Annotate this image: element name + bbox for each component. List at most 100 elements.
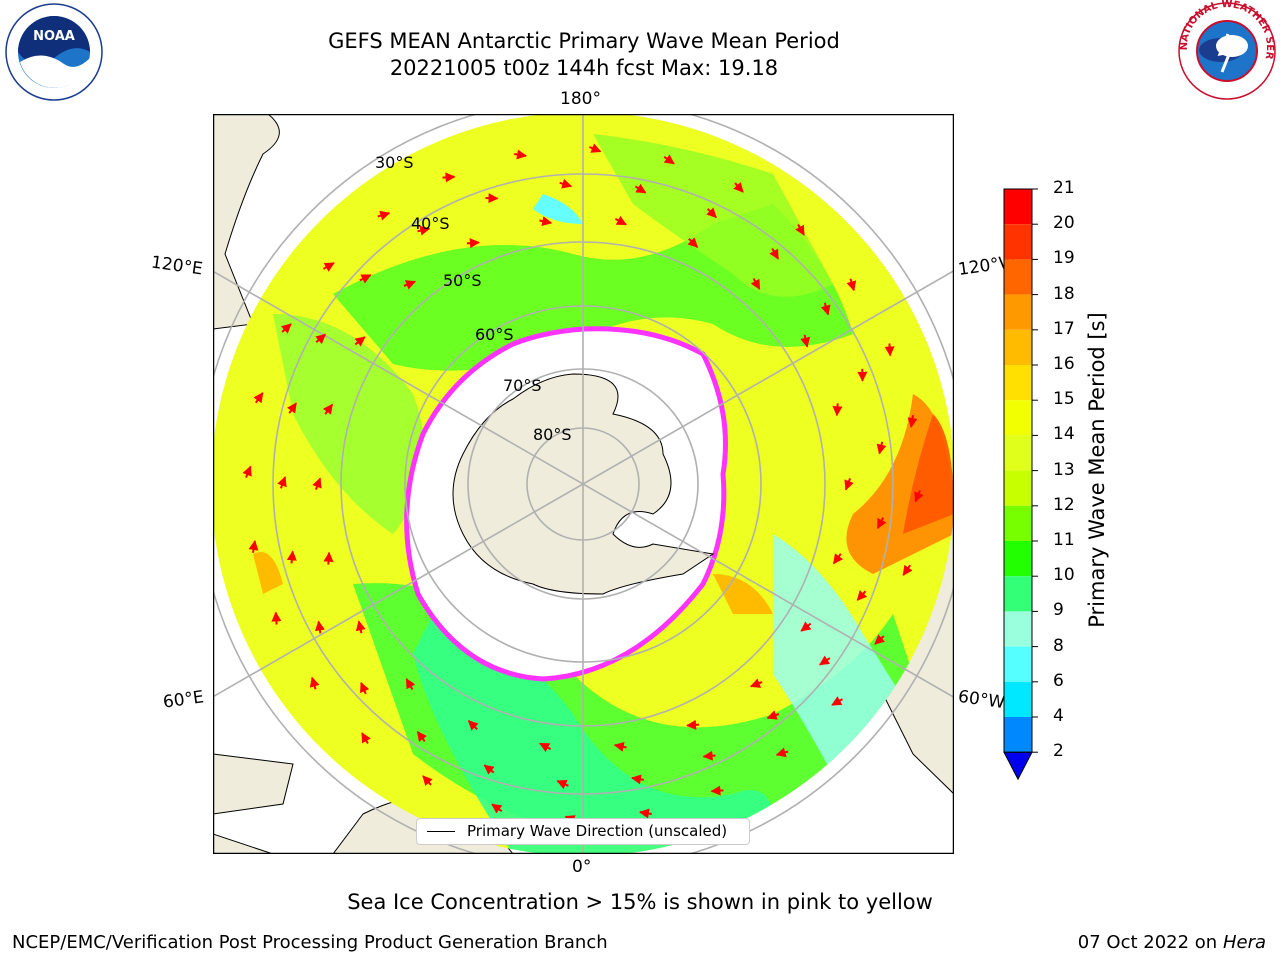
host-name: Hera (1222, 932, 1266, 953)
colorbar-tick-label: 2 (1053, 741, 1064, 762)
wave-arrow (539, 216, 553, 227)
sea-ice-note: Sea Ice Concentration > 15% is shown in … (347, 890, 933, 914)
colorbar-bin (1004, 646, 1032, 682)
wave-arrow (874, 634, 886, 645)
lat-label-60s: 60°S (475, 325, 514, 344)
wave-arrow (686, 719, 700, 730)
wave-arrow (769, 248, 780, 260)
wave-arrow (795, 224, 805, 236)
lat-label-30s: 30°S (375, 153, 414, 172)
colorbar-bin (1004, 541, 1032, 577)
lat-label-80s: 80°S (533, 425, 572, 444)
wave-arrow (766, 710, 780, 720)
colorbar-bin (1004, 435, 1032, 471)
wave-arrow (416, 731, 427, 743)
wave-arrow (242, 465, 252, 478)
wave-arrow (750, 278, 761, 290)
wave-arrow (800, 621, 812, 632)
colorbar-bin (1004, 576, 1032, 612)
wave-arrow (631, 774, 645, 785)
wave-arrow (354, 336, 366, 347)
colorbar-tick-label: 16 (1053, 354, 1075, 374)
wave-arrow (286, 550, 297, 564)
colorbar-bin (1004, 224, 1032, 260)
wave-arrow (359, 274, 372, 284)
wave-arrow (733, 181, 744, 193)
colorbar-bin (1004, 329, 1032, 365)
colorbar (1003, 188, 1038, 781)
chart-subtitle: 20221005 t00z 144h fcst Max: 19.18 (389, 56, 779, 80)
wave-arrow (749, 678, 763, 688)
wave-arrow (309, 676, 320, 690)
wave-arrow (710, 785, 724, 796)
map-panel: 30°S 40°S 50°S 60°S 70°S 80°S (213, 114, 954, 854)
wave-arrow (820, 302, 831, 316)
wave-arrow (589, 143, 602, 153)
wave-arrow (876, 441, 887, 455)
wave-arrow (323, 551, 334, 565)
colorbar-bin (1004, 470, 1032, 506)
wave-arrow (856, 590, 868, 601)
wave-arrow (539, 742, 552, 753)
wave-arrow (248, 540, 259, 553)
colorbar-tick-label: 17 (1053, 318, 1075, 339)
wave-arrow (466, 238, 480, 249)
noaa-logo-text: NOAA (33, 29, 75, 44)
colorbar-tick-label: 9 (1053, 600, 1064, 621)
wave-arrow (819, 655, 831, 666)
wave-arrow (271, 611, 282, 625)
colorbar-bin (1004, 681, 1032, 717)
wave-arrow (485, 193, 499, 204)
legend-line-sample (427, 831, 455, 832)
wave-arrow (844, 478, 854, 491)
legend-label: Primary Wave Direction (unscaled) (467, 822, 728, 840)
wave-arrow (775, 747, 789, 758)
colorbar-tick-label: 20 (1053, 213, 1075, 234)
chart-title: GEFS MEAN Antarctic Primary Wave Mean Pe… (328, 29, 840, 53)
wave-arrow (377, 210, 391, 221)
wave-arrow (634, 183, 647, 194)
wave-arrow (483, 764, 495, 775)
colorbar-tick-label: 4 (1053, 706, 1064, 726)
colorbar-tick-label: 8 (1053, 635, 1064, 656)
colorbar-tick-label: 11 (1053, 530, 1075, 550)
polar-map: 30°S 40°S 50°S 60°S 70°S 80°S (213, 114, 954, 854)
lat-label-40s: 40°S (411, 214, 450, 233)
colorbar-tick-label: 18 (1053, 283, 1075, 304)
lon-label-180: 180° (560, 89, 601, 109)
wave-arrow (360, 681, 370, 695)
credit-text: NCEP/EMC/Verification Post Processing Pr… (12, 932, 608, 953)
lon-label-0: 0° (572, 857, 592, 877)
wave-arrow (800, 334, 811, 348)
wave-arrow (286, 402, 298, 414)
wave-arrow (277, 476, 287, 489)
wave-direction-arrows (242, 143, 924, 825)
wave-arrow (312, 477, 322, 490)
colorbar-tick-label: 15 (1053, 389, 1075, 410)
wave-arrow (403, 280, 417, 290)
wave-arrow (280, 323, 292, 334)
wave-arrow (832, 553, 844, 565)
lat-label-70s: 70°S (503, 376, 542, 395)
colorbar-tick-label: 21 (1053, 178, 1075, 198)
wave-arrow (422, 775, 433, 787)
colorbar-bin (1004, 400, 1032, 436)
lon-label-60e: 60°E (161, 687, 206, 713)
colorbar-tick-label: 6 (1053, 670, 1064, 691)
wave-arrow (315, 620, 325, 634)
wave-arrow (315, 333, 327, 345)
colorbar-bin (1004, 365, 1032, 401)
wave-arrow (323, 262, 335, 272)
colorbar-tick-label: 12 (1053, 494, 1075, 515)
colorbar-bin (1004, 294, 1032, 330)
lat-label-50s: 50°S (443, 271, 482, 290)
colorbar-title: Primary Wave Mean Period [s] (1085, 312, 1109, 628)
wave-arrow (706, 207, 717, 219)
nws-logo: NATIONAL WEATHER SERVICE (1176, 0, 1276, 100)
wave-arrow (361, 732, 371, 744)
date-label: 07 Oct 2022 on (1077, 932, 1218, 953)
latitude-labels: 30°S 40°S 50°S 60°S 70°S 80°S (375, 153, 572, 444)
wave-arrow (914, 490, 924, 503)
colorbar-bin (1004, 611, 1032, 647)
wave-arrow (876, 517, 887, 530)
